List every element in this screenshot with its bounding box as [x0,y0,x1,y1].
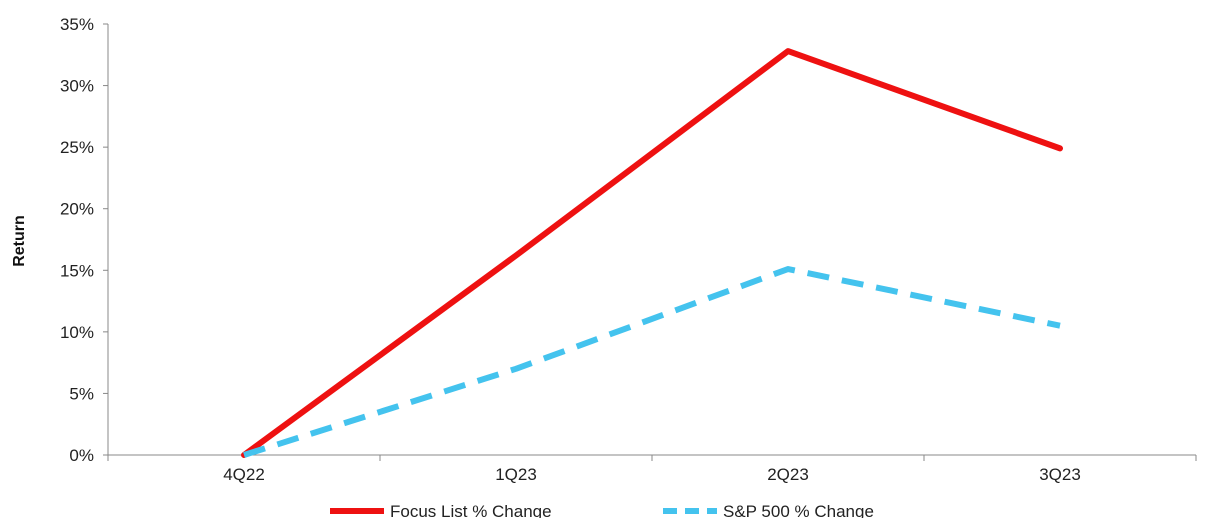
legend: Focus List % Change S&P 500 % Change [330,502,874,518]
x-tick-label: 4Q22 [223,465,265,484]
x-tick-label: 1Q23 [495,465,537,484]
y-axis-label: Return [11,215,28,267]
x-tick-label: 2Q23 [767,465,809,484]
series-line-1 [241,48,1063,458]
x-tick-labels: 4Q22 1Q23 2Q23 3Q23 [223,465,1081,484]
y-tick-label: 0% [69,446,94,465]
y-tick-label: 10% [60,323,94,342]
y-tick-label: 15% [60,261,94,280]
axes [103,23,1197,461]
y-tick-label: 30% [60,77,94,96]
y-tick-label: 35% [60,15,94,34]
y-tick-label: 5% [69,384,94,403]
y-tick-label: 20% [60,200,94,219]
y-tick-label: 25% [60,138,94,157]
y-tick-labels: 0% 5% 10% 15% 20% 25% 30% 35% [60,15,94,465]
legend-label-1: Focus List % Change [390,502,552,518]
series-line-2 [243,266,1061,458]
x-tick-label: 3Q23 [1039,465,1081,484]
legend-label-2: S&P 500 % Change [723,502,874,518]
series-lines [241,48,1063,458]
